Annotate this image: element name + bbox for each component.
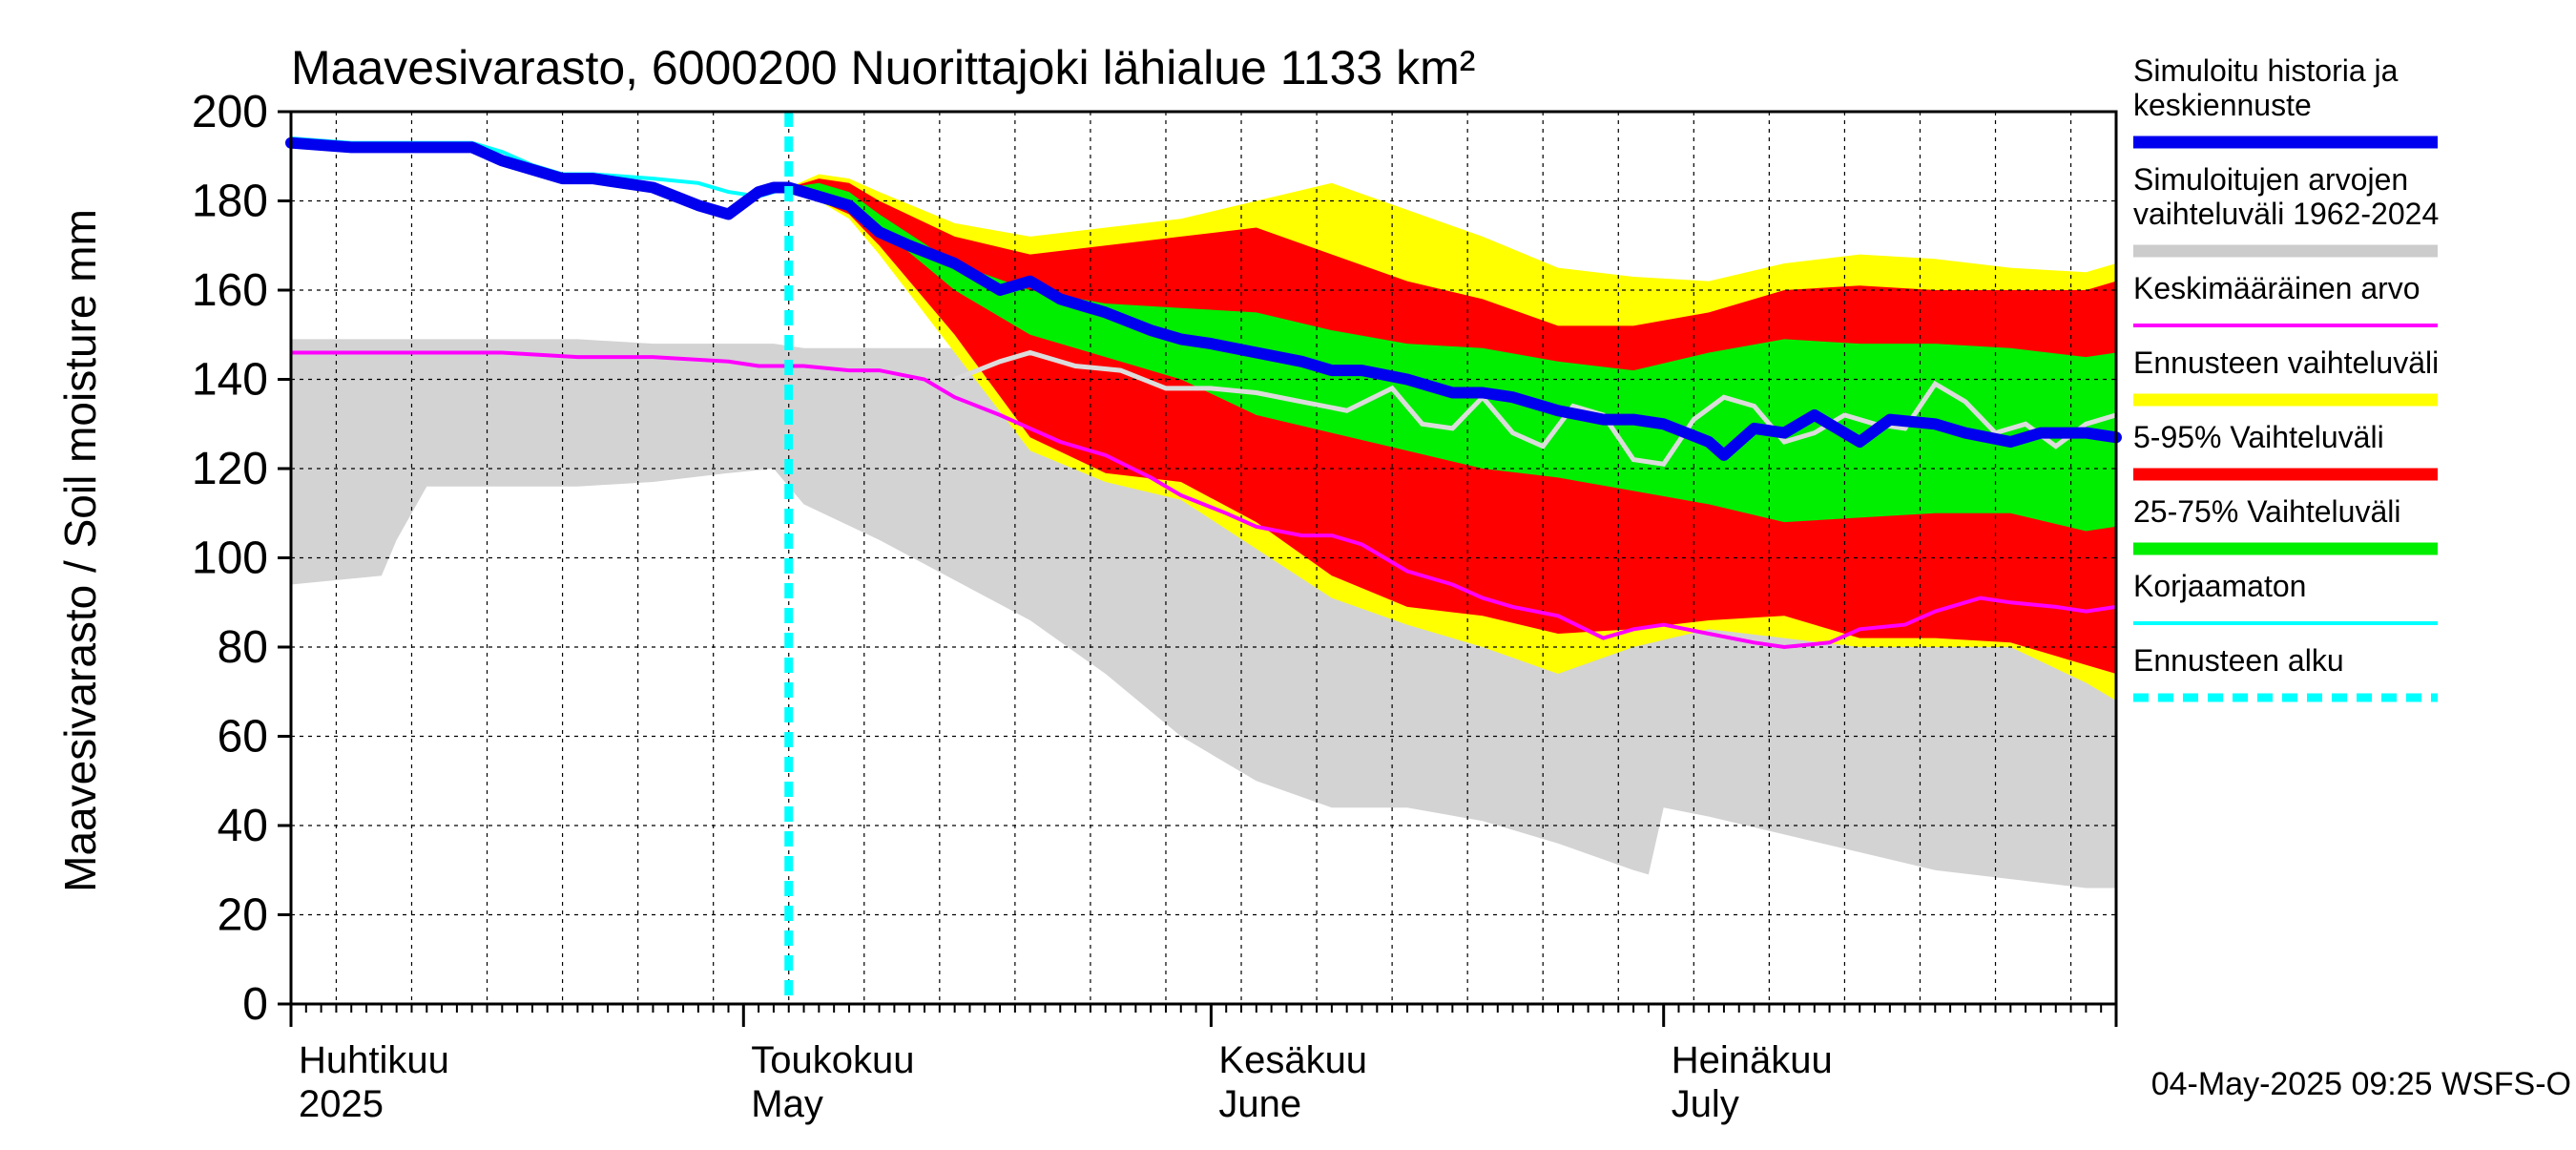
- series-lines: [285, 112, 2122, 1004]
- y-tick-label: 140: [192, 355, 268, 406]
- legend-label: vaihteluväli 1962-2024: [2133, 197, 2439, 231]
- legend-label: Ennusteen vaihteluväli: [2133, 345, 2439, 380]
- timestamp: 04-May-2025 09:25 WSFS-O: [2151, 1066, 2571, 1102]
- y-tick-label: 60: [218, 712, 268, 763]
- mean-line: [291, 350, 2117, 650]
- y-tick-label: 100: [192, 533, 268, 584]
- legend-label: Simuloitu historia ja: [2133, 53, 2399, 88]
- y-tick-label: 0: [242, 979, 268, 1030]
- month-label-fi: Toukokuu: [751, 1039, 914, 1081]
- y-tick-label: 200: [192, 87, 268, 137]
- month-label-en: June: [1218, 1083, 1301, 1125]
- legend-label: Keskimääräinen arvo: [2133, 271, 2420, 305]
- y-tick-label: 20: [218, 890, 268, 941]
- y-tick-label: 160: [192, 265, 268, 316]
- legend-label: Korjaamaton: [2133, 569, 2306, 603]
- month-label-en: 2025: [299, 1083, 384, 1125]
- month-label-fi: Heinäkuu: [1672, 1039, 1833, 1081]
- grid: [291, 112, 2116, 1004]
- y-tick-label: 80: [218, 622, 268, 673]
- legend-label: Simuloitujen arvojen: [2133, 162, 2408, 197]
- y-tick-label: 40: [218, 801, 268, 851]
- legend-label: 5-95% Vaihteluväli: [2133, 420, 2384, 454]
- legend-label: 25-75% Vaihteluväli: [2133, 494, 2400, 529]
- month-label-en: May: [751, 1083, 823, 1125]
- y-axis-label: Maavesivarasto / Soil moisture mm: [55, 209, 105, 892]
- y-axis-ticks: 0 20 40 60 80 100 120 140 160 180 200: [192, 87, 291, 1030]
- chart-title: Maavesivarasto, 6000200 Nuorittajoki läh…: [291, 41, 1475, 94]
- month-label-en: July: [1672, 1083, 1739, 1125]
- legend-label: keskiennuste: [2133, 88, 2312, 122]
- y-tick-label: 120: [192, 444, 268, 494]
- month-label-fi: Kesäkuu: [1218, 1039, 1367, 1081]
- simulated-line: [285, 136, 2122, 461]
- legend-label: Ennusteen alku: [2133, 643, 2344, 678]
- x-axis-ticks: [289, 1004, 2118, 1027]
- month-label-fi: Huhtikuu: [299, 1039, 449, 1081]
- y-tick-label: 180: [192, 177, 268, 227]
